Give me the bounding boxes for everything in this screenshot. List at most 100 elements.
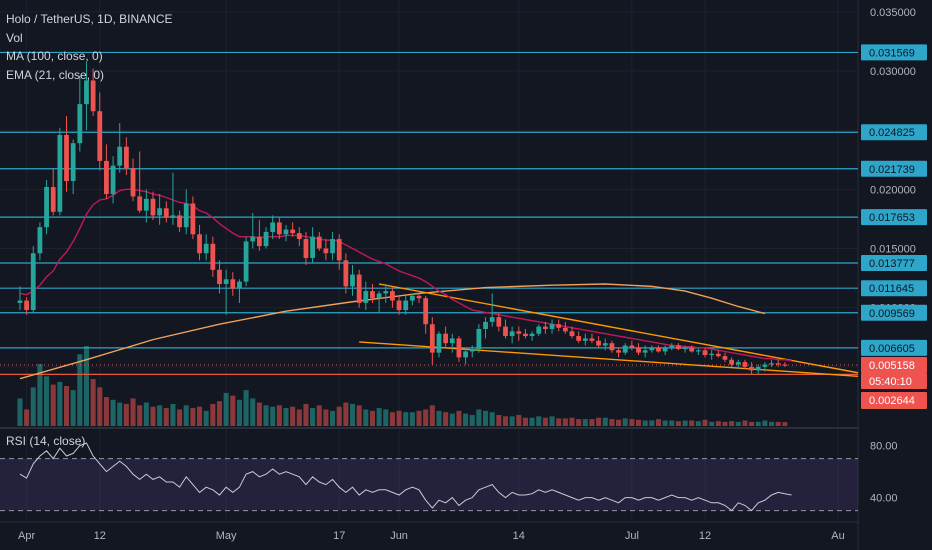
- candle-body: [197, 234, 202, 254]
- candle-body: [190, 203, 196, 235]
- volume-bar: [190, 408, 196, 426]
- rsi-tick-label: 40.00: [870, 493, 898, 505]
- volume-bar: [283, 408, 289, 426]
- volume-bar: [715, 421, 721, 426]
- candle-body: [443, 333, 449, 344]
- volume-bar: [110, 399, 116, 426]
- candle-body: [370, 291, 375, 299]
- symbol-title[interactable]: Holo / TetherUS, 1D, BINANCE: [6, 12, 173, 26]
- candle-body: [223, 279, 229, 284]
- candle-body: [17, 300, 23, 303]
- candle-body: [489, 317, 495, 322]
- ma-legend[interactable]: MA (100, close, 0): [6, 49, 103, 63]
- candle-body: [177, 215, 182, 228]
- volume-bar: [170, 403, 176, 426]
- volume-bar: [702, 419, 708, 426]
- volume-bar: [416, 410, 422, 426]
- candle-body: [409, 295, 415, 301]
- volume-bar: [542, 417, 548, 426]
- volume-bar: [356, 405, 362, 426]
- candle-body: [656, 347, 661, 352]
- candle-body: [463, 351, 468, 358]
- price-tick-label: 0.035000: [870, 7, 916, 19]
- volume-bar: [216, 401, 223, 426]
- rsi-pane: [0, 442, 858, 512]
- candle-body: [582, 338, 588, 341]
- rsi-legend[interactable]: RSI (14, close): [6, 434, 86, 448]
- candle-body: [436, 333, 442, 353]
- candle-body: [376, 293, 382, 299]
- level-price-label: 0.024825: [869, 127, 915, 139]
- candle-body: [496, 317, 502, 327]
- candle-body: [769, 363, 774, 365]
- candle-body: [44, 186, 49, 228]
- level-price-label-bg: [861, 160, 927, 177]
- candle-body: [476, 328, 482, 350]
- rsi-band: [0, 458, 858, 511]
- candle-body: [556, 324, 562, 328]
- volume-legend[interactable]: Vol: [6, 30, 23, 45]
- volume-bar: [150, 406, 156, 426]
- candlesticks[interactable]: [17, 61, 788, 374]
- volume-bar: [582, 419, 588, 426]
- level-price-label: 0.017653: [869, 212, 915, 224]
- level-price-label-bg: [861, 254, 927, 271]
- time-tick-label: Apr: [18, 530, 35, 542]
- candle-body: [217, 269, 222, 284]
- volume-bar: [330, 410, 336, 426]
- candle-body: [356, 274, 362, 303]
- candle-body: [230, 279, 236, 289]
- volume-bar: [409, 412, 415, 426]
- volume-bar: [635, 419, 642, 426]
- volume-bar: [662, 420, 668, 426]
- volume-bar: [236, 399, 242, 426]
- time-tick-label: 17: [333, 530, 345, 542]
- candle-body: [562, 327, 568, 332]
- volume-bar: [602, 417, 608, 426]
- candle-body: [84, 80, 89, 105]
- volume-bar: [24, 409, 30, 426]
- candle-body: [303, 239, 309, 258]
- candle-body: [117, 146, 123, 166]
- volume-bar: [383, 409, 389, 426]
- candle-body: [429, 324, 435, 353]
- candle-body: [104, 160, 109, 195]
- candle-body: [123, 146, 129, 169]
- level-price-label-bg: [861, 280, 927, 297]
- ema-legend[interactable]: EMA (21, close, 0): [6, 67, 105, 82]
- candle-body: [396, 300, 402, 311]
- volume-bar: [63, 386, 70, 426]
- level-price-label: 0.031569: [869, 47, 915, 59]
- candle-body: [616, 350, 621, 353]
- volume-bar: [735, 421, 741, 426]
- ma100-line: [19, 283, 766, 380]
- volume-bar: [157, 405, 163, 426]
- volume-bar: [629, 419, 635, 426]
- candle-body: [170, 215, 176, 218]
- candle-body: [416, 295, 422, 299]
- volume-bar: [556, 418, 562, 426]
- volume-bar: [243, 390, 249, 426]
- indicator-lines: [19, 188, 859, 380]
- volume-bar: [310, 408, 316, 426]
- candle-body: [77, 104, 83, 144]
- volume-bar: [449, 413, 455, 426]
- candle-body: [682, 347, 688, 350]
- volume-bar: [37, 363, 43, 426]
- volume-bar: [689, 420, 695, 426]
- volume-bar: [669, 420, 675, 426]
- horizontal-levels[interactable]: [0, 51, 858, 375]
- volume-bar: [376, 408, 382, 426]
- volume-bar: [163, 408, 169, 426]
- candle-body: [210, 243, 216, 270]
- volume-bar: [389, 412, 395, 426]
- volume-bar: [709, 421, 715, 426]
- volume-bar: [695, 421, 701, 426]
- volume-bar: [722, 421, 728, 426]
- current-price-label: 0.005158: [869, 360, 915, 372]
- candle-body: [609, 343, 615, 351]
- candle-body: [602, 343, 608, 346]
- volume-bar: [396, 410, 402, 426]
- volume-bar: [443, 412, 449, 426]
